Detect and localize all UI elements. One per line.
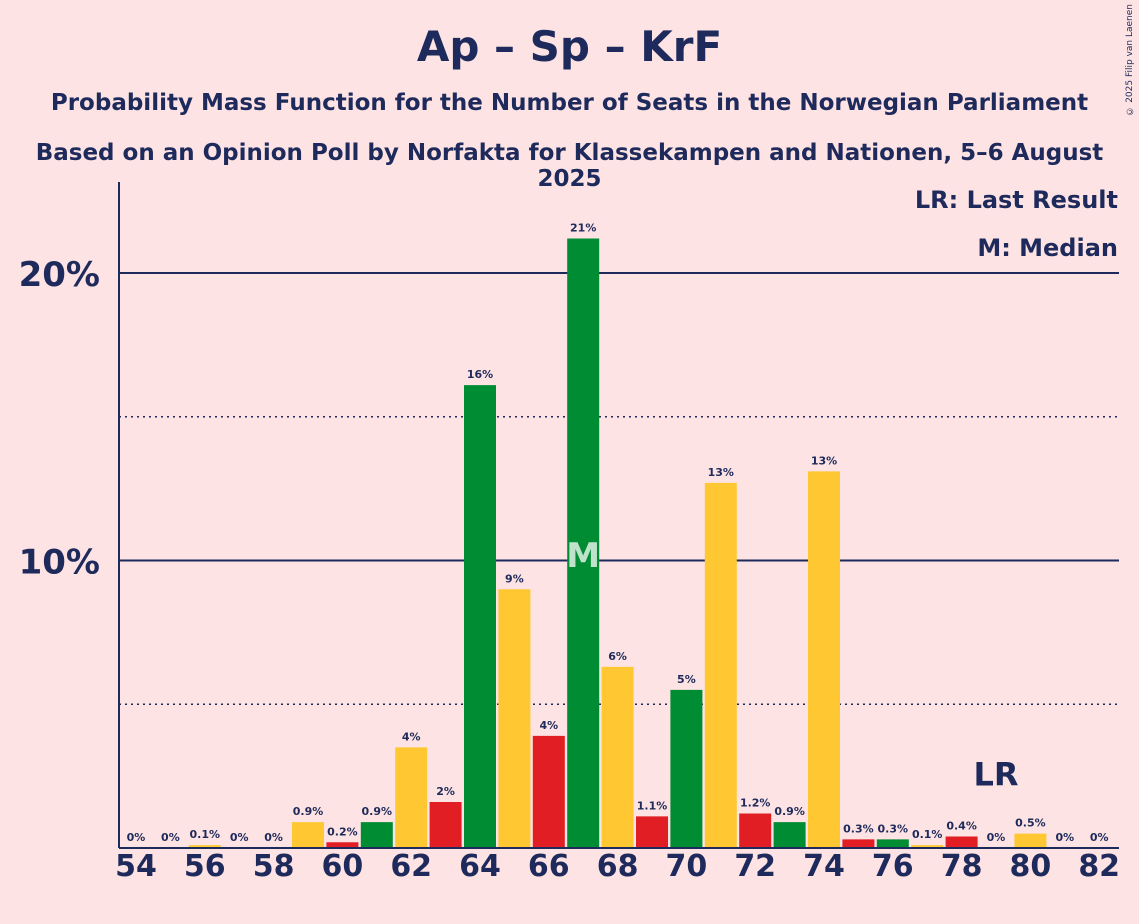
x-tick-label: 72 — [734, 849, 776, 884]
bar-66 — [532, 735, 565, 848]
bar-value-label: 0% — [230, 831, 249, 844]
x-tick-label: 68 — [597, 849, 639, 884]
legend-median: M: Median — [977, 234, 1118, 262]
x-tick-label: 80 — [1010, 849, 1052, 884]
bar-76 — [876, 839, 909, 848]
bar-value-label: 16% — [467, 368, 493, 381]
bar-value-label: 0.5% — [1015, 817, 1046, 830]
bar-value-label: 1.2% — [740, 797, 771, 810]
bar-72 — [739, 813, 772, 848]
bar-value-label: 2% — [436, 785, 455, 798]
bar-value-label: 1.1% — [637, 799, 668, 812]
bar-59 — [292, 822, 324, 848]
bar-value-label: 0.3% — [843, 822, 874, 835]
x-tick-label: 76 — [872, 849, 914, 884]
x-tick-label: 60 — [322, 849, 364, 884]
x-tick-label: 62 — [390, 849, 432, 884]
bar-62 — [395, 747, 428, 848]
bar-67 — [567, 238, 600, 848]
bar-value-label: 0.2% — [327, 825, 358, 838]
bar-68 — [601, 666, 634, 848]
bar-78 — [945, 836, 978, 848]
bar-60 — [326, 842, 359, 848]
y-tick-label: 20% — [19, 255, 100, 295]
chart-subtitle: Probability Mass Function for the Number… — [50, 90, 1089, 116]
bar-value-label: 0% — [127, 831, 146, 844]
x-tick-label: 64 — [459, 849, 501, 884]
bar-70 — [670, 689, 703, 848]
bar-value-label: 0.9% — [774, 805, 805, 818]
bar-61 — [360, 822, 393, 848]
bar-75 — [842, 839, 875, 848]
median-marker: M — [566, 536, 600, 576]
bar-value-label: 0.4% — [946, 820, 977, 833]
bar-69 — [636, 816, 668, 848]
chart-source-subtitle: Based on an Opinion Poll by Norfakta for… — [35, 140, 1104, 192]
bar-64 — [464, 385, 496, 848]
chart-title: Ap – Sp – KrF — [416, 22, 723, 71]
bar-value-label: 0% — [161, 831, 180, 844]
bar-value-label: 0.9% — [293, 805, 324, 818]
x-tick-label: 74 — [803, 849, 845, 884]
bar-value-label: 0% — [1090, 831, 1109, 844]
legend-last-result: LR: Last Result — [914, 186, 1118, 214]
bar-80 — [1014, 833, 1047, 848]
y-tick-label: 10% — [19, 543, 100, 583]
bar-value-label: 0% — [987, 831, 1006, 844]
bar-value-label: 0.1% — [190, 828, 221, 841]
x-tick-label: 78 — [941, 849, 983, 884]
bar-value-label: 0.3% — [878, 822, 909, 835]
bar-56 — [188, 845, 221, 848]
x-tick-label: 56 — [184, 849, 226, 884]
x-tick-label: 54 — [115, 849, 157, 884]
x-tick-label: 70 — [666, 849, 708, 884]
bar-value-label: 6% — [608, 650, 627, 663]
x-tick-label: 66 — [528, 849, 570, 884]
bar-value-label: 4% — [402, 730, 421, 743]
bar-73 — [773, 822, 806, 848]
bar-value-label: 0.9% — [362, 805, 393, 818]
bar-value-label: 13% — [708, 466, 734, 479]
bar-value-label: 13% — [811, 454, 837, 467]
bar-value-label: 5% — [677, 673, 696, 686]
bar-77 — [911, 845, 944, 848]
bar-65 — [498, 589, 531, 848]
last-result-marker: LR — [973, 755, 1018, 793]
x-tick-label: 58 — [253, 849, 295, 884]
bar-value-label: 0% — [1055, 831, 1074, 844]
bar-value-label: 0% — [264, 831, 283, 844]
bar-71 — [704, 482, 737, 848]
bar-value-label: 9% — [505, 572, 524, 585]
bar-value-label: 21% — [570, 222, 596, 235]
x-tick-label: 82 — [1078, 849, 1120, 884]
bar-74 — [808, 471, 840, 848]
bar-value-label: 0.1% — [912, 828, 943, 841]
bar-value-label: 4% — [539, 719, 558, 732]
bar-63 — [429, 802, 462, 848]
